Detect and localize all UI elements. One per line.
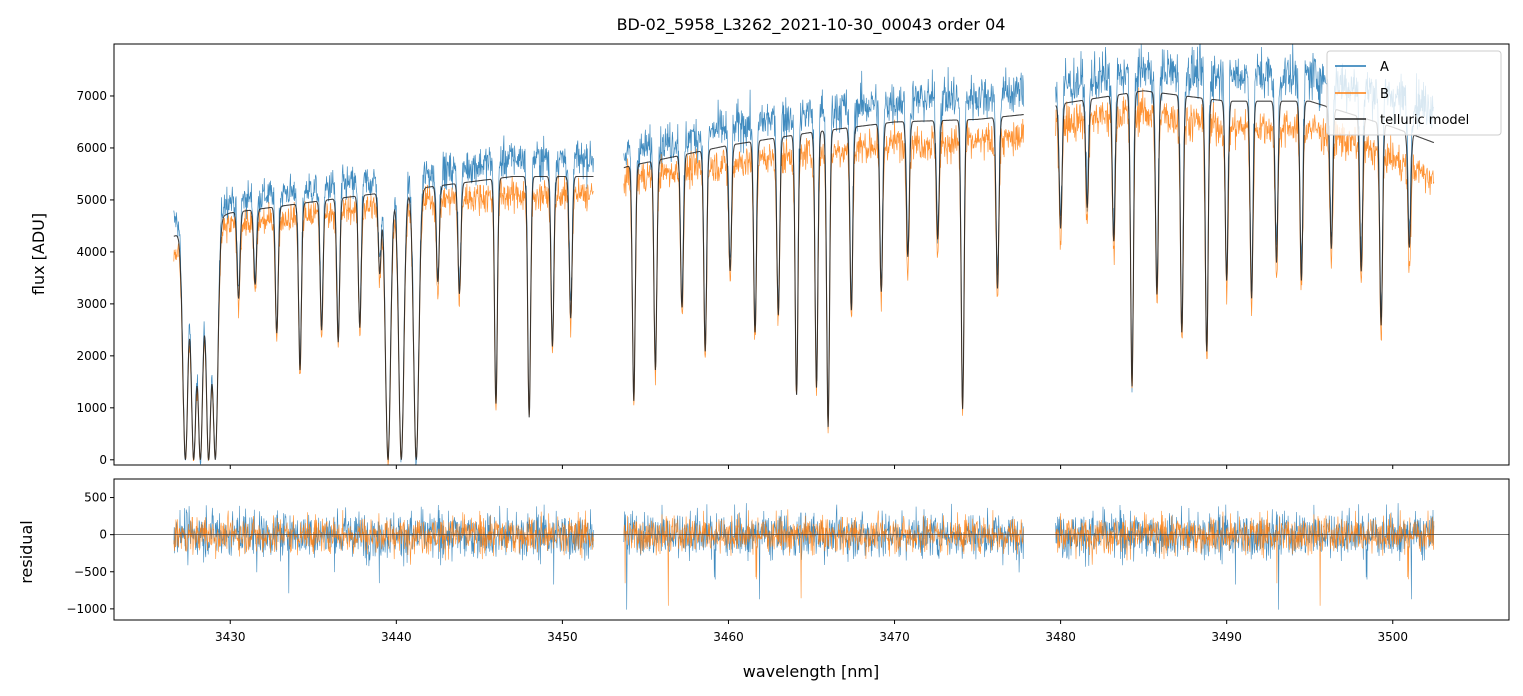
residual-x-label: wavelength [nm] — [743, 662, 880, 681]
residual-axes-frame — [113, 478, 1510, 621]
x-tick-label: 3470 — [879, 630, 910, 644]
residual-y-ticks: −1000 −500 0 500 — [66, 491, 114, 616]
x-tick-label: 3440 — [381, 630, 412, 644]
x-tick-label: 3430 — [215, 630, 246, 644]
y-tick-label: 1000 — [76, 401, 107, 415]
legend-label-telluric: telluric model — [1380, 113, 1469, 128]
spectrum-axes-frame — [113, 43, 1510, 466]
x-tick-label: 3450 — [547, 630, 578, 644]
y-tick-label: 4000 — [76, 245, 107, 259]
residual-y-label: residual — [17, 520, 36, 583]
residual-x-ticks: 3430 3440 3450 3460 3470 3480 3490 3500 — [215, 620, 1408, 644]
legend-box — [1326, 50, 1502, 136]
y-tick-label: −1000 — [66, 602, 107, 616]
legend-label-b: B — [1380, 87, 1389, 102]
chart-title: BD-02_5958_L3262_2021-10-30_00043 order … — [617, 15, 1006, 35]
y-tick-label: 2000 — [76, 349, 107, 363]
y-tick-label: 500 — [84, 491, 107, 505]
y-tick-label: 3000 — [76, 297, 107, 311]
y-tick-label: 0 — [99, 528, 107, 542]
legend: A B telluric model — [1326, 50, 1502, 136]
y-tick-label: 0 — [99, 453, 107, 467]
spectrum-y-label: flux [ADU] — [29, 213, 48, 295]
x-tick-label: 3480 — [1045, 630, 1076, 644]
y-tick-label: 5000 — [76, 193, 107, 207]
x-tick-label: 3490 — [1211, 630, 1242, 644]
spectrum-y-ticks: 0 1000 2000 3000 4000 5000 6000 7000 — [76, 89, 114, 467]
spectrum-x-ticks — [229, 465, 1394, 469]
residual-line-b — [173, 509, 1435, 606]
y-tick-label: 6000 — [76, 141, 107, 155]
y-tick-label: 7000 — [76, 89, 107, 103]
x-tick-label: 3460 — [713, 630, 744, 644]
residual-plot-area — [114, 503, 1509, 610]
y-tick-label: −500 — [74, 565, 107, 579]
x-tick-label: 3500 — [1377, 630, 1408, 644]
legend-label-a: A — [1380, 60, 1389, 75]
